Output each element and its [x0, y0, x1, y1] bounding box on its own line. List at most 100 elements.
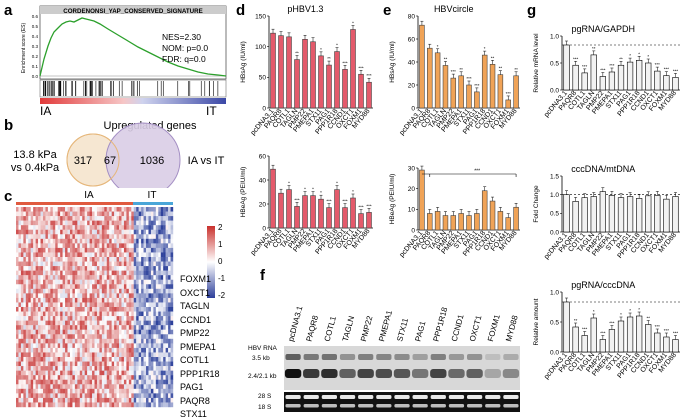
heatmap-cell: [33, 243, 36, 249]
heatmap-cell: [123, 384, 127, 390]
bar: [645, 324, 652, 353]
heatmap-cell: [121, 361, 125, 367]
heatmap-cell: [89, 379, 93, 385]
heatmap-cell: [165, 288, 169, 294]
heatmap-cell: [30, 325, 34, 330]
heatmap-cell: [45, 211, 49, 217]
heatmap-cell: [38, 388, 41, 394]
heatmap-cell: [106, 238, 110, 244]
gsea-ytick: 0.6: [32, 14, 39, 19]
heatmap-cell: [99, 297, 103, 303]
heatmap-cell: [23, 379, 27, 385]
heatmap-cell: [99, 247, 103, 253]
heatmap-cell: [74, 338, 78, 344]
heatmap-cell: [69, 343, 73, 349]
heatmap-cell: [33, 379, 36, 385]
heatmap-cell: [138, 229, 142, 235]
heatmap-cell: [62, 320, 66, 326]
heatmap-cell: [170, 388, 174, 394]
heatmap-cell: [109, 307, 112, 312]
heatmap-cell: [94, 266, 98, 271]
gsea-ytick: 0.3: [32, 44, 39, 49]
heatmap-cell: [101, 343, 105, 349]
heatmap-cell: [111, 243, 115, 249]
heatmap-cell: [55, 275, 58, 280]
heatmap-cell: [170, 211, 174, 217]
heatmap-cell: [99, 275, 103, 280]
heatmap-cell: [79, 384, 83, 390]
bar: [672, 339, 679, 353]
bar: [270, 168, 276, 229]
heatmap-cell: [104, 243, 107, 249]
heatmap-cell: [146, 361, 149, 367]
gsea-ytick: 0.4: [32, 34, 39, 39]
heatmap-cell: [146, 388, 149, 394]
band-24kb: [484, 369, 501, 378]
heatmap-cell: [131, 293, 134, 299]
heatmap-cell: [119, 220, 122, 226]
heatmap-cell: [42, 397, 46, 403]
heatmap-cell: [119, 216, 122, 221]
heatmap-cell: [50, 284, 53, 290]
heatmap-cell: [65, 261, 68, 267]
heatmap-cell: [40, 325, 44, 330]
heatmap-cell: [170, 311, 174, 317]
heatmap-cell: [20, 266, 24, 271]
heatmap-cell: [16, 284, 19, 290]
heatmap-cell: [62, 284, 66, 290]
heatmap-cell: [50, 316, 53, 321]
heatmap-cell: [40, 343, 44, 349]
heatmap-cell: [101, 238, 105, 244]
heatmap-cell: [131, 234, 134, 240]
heatmap-cell: [160, 384, 164, 390]
heatmap-cell: [153, 375, 157, 380]
heatmap-cell: [94, 220, 98, 226]
heatmap-cell: [99, 288, 103, 294]
heatmap-cell: [55, 329, 58, 335]
heatmap-cell: [101, 247, 105, 253]
heatmap-cell: [87, 366, 90, 371]
heatmap-cell: [111, 293, 115, 299]
heatmap-cell: [126, 238, 130, 244]
band-18s: [412, 404, 428, 408]
heatmap-cell: [28, 343, 31, 349]
heatmap-cell: [30, 279, 34, 285]
heatmap-cell: [131, 297, 134, 303]
heatmap-cell: [20, 243, 24, 249]
heatmap-cell: [153, 334, 157, 340]
heatmap-cell: [165, 352, 169, 358]
heatmap-cell: [121, 325, 125, 330]
heatmap-cell: [150, 311, 154, 317]
heatmap-cell: [47, 384, 51, 390]
heatmap-cell: [165, 229, 169, 235]
heatmap-cell: [69, 325, 73, 330]
heatmap-cell: [148, 334, 152, 340]
chart-ylabel: HBeAg (PEIU/ml): [240, 167, 247, 218]
heatmap-cell: [33, 307, 36, 312]
gel-lane-label: PAQR8: [304, 314, 320, 342]
heatmap-cell: [106, 297, 110, 303]
heatmap-cell: [69, 352, 73, 358]
bar: [505, 217, 511, 231]
heatmap-cell: [96, 284, 100, 290]
heatmap-cell: [101, 334, 105, 340]
heatmap-cell: [23, 307, 27, 312]
heatmap-cell: [33, 388, 36, 394]
significance-stars: ***: [294, 197, 300, 202]
heatmap-cell: [57, 247, 61, 253]
bar: [442, 65, 449, 109]
heatmap-cell: [94, 402, 98, 408]
heatmap-cell: [121, 307, 125, 312]
heatmap-cell: [30, 302, 34, 308]
heatmap-cell: [55, 357, 58, 362]
heatmap-cell: [72, 334, 76, 340]
bar: [497, 211, 504, 231]
heatmap-cell: [92, 325, 95, 330]
heatmap-cell: [155, 393, 159, 399]
gsea-ytick: 0.1: [32, 64, 39, 69]
heatmap-cell: [114, 266, 117, 271]
heatmap-cell: [82, 366, 85, 371]
heatmap-cell: [138, 302, 142, 308]
heatmap-cell: [116, 375, 120, 380]
heatmap-cell: [138, 379, 142, 385]
